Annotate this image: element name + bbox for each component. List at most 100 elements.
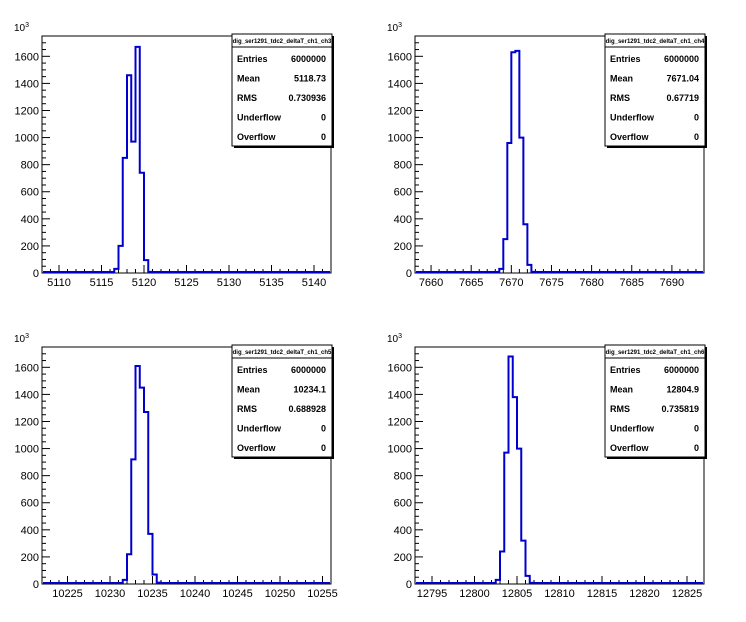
x-tick-label: 10255 <box>307 588 338 600</box>
x-tick-label: 5120 <box>132 277 156 289</box>
stats-title: dig_ser1291_tdc2_deltaT_ch1_ch6 <box>606 350 705 356</box>
stats-value-overflow: 0 <box>321 132 326 142</box>
y-tick-label: 800 <box>21 471 39 483</box>
x-tick-label: 7675 <box>539 277 563 289</box>
stats-key-underflow: Underflow <box>237 424 282 434</box>
stats-key-entries: Entries <box>237 54 268 64</box>
y-tick-label: 1400 <box>15 389 39 401</box>
y-tick-label: 1200 <box>15 105 39 117</box>
y-tick-label: 1400 <box>15 78 39 90</box>
x-tick-label: 10225 <box>52 588 83 600</box>
stats-value-underflow: 0 <box>321 113 326 123</box>
stats-value-rms: 0.730936 <box>288 93 326 103</box>
y-tick-label: 1600 <box>388 362 412 374</box>
histogram-line <box>416 49 703 273</box>
y-tick-label: 0 <box>406 268 412 280</box>
stats-value-underflow: 0 <box>694 113 699 123</box>
x-tick-label: 7665 <box>459 277 483 289</box>
stats-value-mean: 5118.73 <box>294 74 326 84</box>
y-tick-label: 0 <box>33 268 39 280</box>
y-tick-label: 600 <box>21 187 39 199</box>
x-tick-label: 7660 <box>419 277 443 289</box>
y-tick-label: 1200 <box>15 416 39 428</box>
stats-key-entries: Entries <box>610 54 641 64</box>
x-tick-label: 5125 <box>174 277 198 289</box>
x-tick-label: 10250 <box>265 588 296 600</box>
y-exponent-label: 103 <box>14 333 29 345</box>
y-tick-label: 200 <box>394 241 412 253</box>
stats-key-underflow: Underflow <box>237 113 282 123</box>
stats-key-overflow: Overflow <box>237 443 277 453</box>
y-exponent-label: 103 <box>387 333 402 345</box>
stats-value-entries: 6000000 <box>291 365 326 375</box>
stats-key-rms: RMS <box>610 404 630 414</box>
y-tick-label: 400 <box>394 214 412 226</box>
stats-value-entries: 6000000 <box>664 365 699 375</box>
y-tick-label: 600 <box>394 498 412 510</box>
y-tick-label: 1600 <box>15 51 39 63</box>
y-tick-label: 600 <box>21 498 39 510</box>
x-tick-label: 10245 <box>222 588 253 600</box>
y-tick-label: 0 <box>406 579 412 591</box>
histogram-panel: 0 200 400 600 800 1000 1200 1400 1600 103 10225 102… <box>14 333 338 600</box>
stats-value-rms: 0.735819 <box>661 404 699 414</box>
x-tick-label: 12800 <box>459 588 490 600</box>
x-tick-label: 5110 <box>47 277 71 289</box>
x-tick-label: 7680 <box>579 277 603 289</box>
stats-key-mean: Mean <box>610 385 633 395</box>
x-tick-label: 10230 <box>95 588 126 600</box>
y-tick-label: 400 <box>21 214 39 226</box>
x-tick-label: 7690 <box>660 277 684 289</box>
y-tick-label: 800 <box>394 160 412 172</box>
x-tick-label: 12795 <box>417 588 448 600</box>
stats-key-rms: RMS <box>237 404 257 414</box>
x-tick-label: 12805 <box>502 588 533 600</box>
stats-value-underflow: 0 <box>694 424 699 434</box>
stats-key-mean: Mean <box>237 74 260 84</box>
y-tick-label: 1600 <box>388 51 412 63</box>
y-tick-label: 1000 <box>15 133 39 145</box>
stats-key-overflow: Overflow <box>237 132 277 142</box>
stats-value-mean: 10234.1 <box>293 385 326 395</box>
stats-key-underflow: Underflow <box>610 113 655 123</box>
stats-box <box>604 33 706 147</box>
x-tick-label: 5140 <box>302 277 326 289</box>
y-tick-label: 1000 <box>388 444 412 456</box>
x-tick-label: 10240 <box>180 588 211 600</box>
x-tick-label: 10235 <box>137 588 168 600</box>
stats-box <box>231 33 333 147</box>
stats-box <box>231 344 333 458</box>
stats-key-overflow: Overflow <box>610 443 650 453</box>
histogram-panel: 0 200 400 600 800 1000 1200 1400 1600 103 12795 128… <box>387 333 707 600</box>
y-tick-label: 0 <box>33 579 39 591</box>
stats-value-overflow: 0 <box>694 132 699 142</box>
stats-key-mean: Mean <box>237 385 260 395</box>
x-tick-label: 7685 <box>620 277 644 289</box>
y-tick-label: 400 <box>394 525 412 537</box>
histogram-panel: 0 200 400 600 800 1000 1200 1400 1600 103 5110 5115… <box>14 22 334 289</box>
stats-box <box>604 344 706 458</box>
stats-title: dig_ser1291_tdc2_deltaT_ch1_ch4 <box>606 39 705 45</box>
y-tick-label: 200 <box>21 241 39 253</box>
y-tick-label: 1000 <box>15 444 39 456</box>
y-exponent-label: 103 <box>387 22 402 34</box>
y-tick-label: 1200 <box>388 105 412 117</box>
y-exponent-label: 103 <box>14 22 29 34</box>
x-tick-label: 12820 <box>629 588 660 600</box>
y-tick-label: 600 <box>394 187 412 199</box>
histogram-panel: 0 200 400 600 800 1000 1200 1400 1600 103 7660 7665… <box>387 22 707 289</box>
y-tick-label: 1000 <box>388 133 412 145</box>
x-tick-label: 5130 <box>217 277 241 289</box>
x-tick-label: 5115 <box>90 277 114 289</box>
y-tick-label: 1400 <box>388 78 412 90</box>
y-tick-label: 200 <box>21 552 39 564</box>
histogram-line <box>43 45 330 273</box>
stats-value-overflow: 0 <box>694 443 699 453</box>
y-tick-label: 1400 <box>388 389 412 401</box>
stats-key-mean: Mean <box>610 74 633 84</box>
y-tick-label: 800 <box>21 160 39 172</box>
stats-value-entries: 6000000 <box>664 54 699 64</box>
stats-key-overflow: Overflow <box>610 132 650 142</box>
x-tick-label: 12815 <box>587 588 618 600</box>
